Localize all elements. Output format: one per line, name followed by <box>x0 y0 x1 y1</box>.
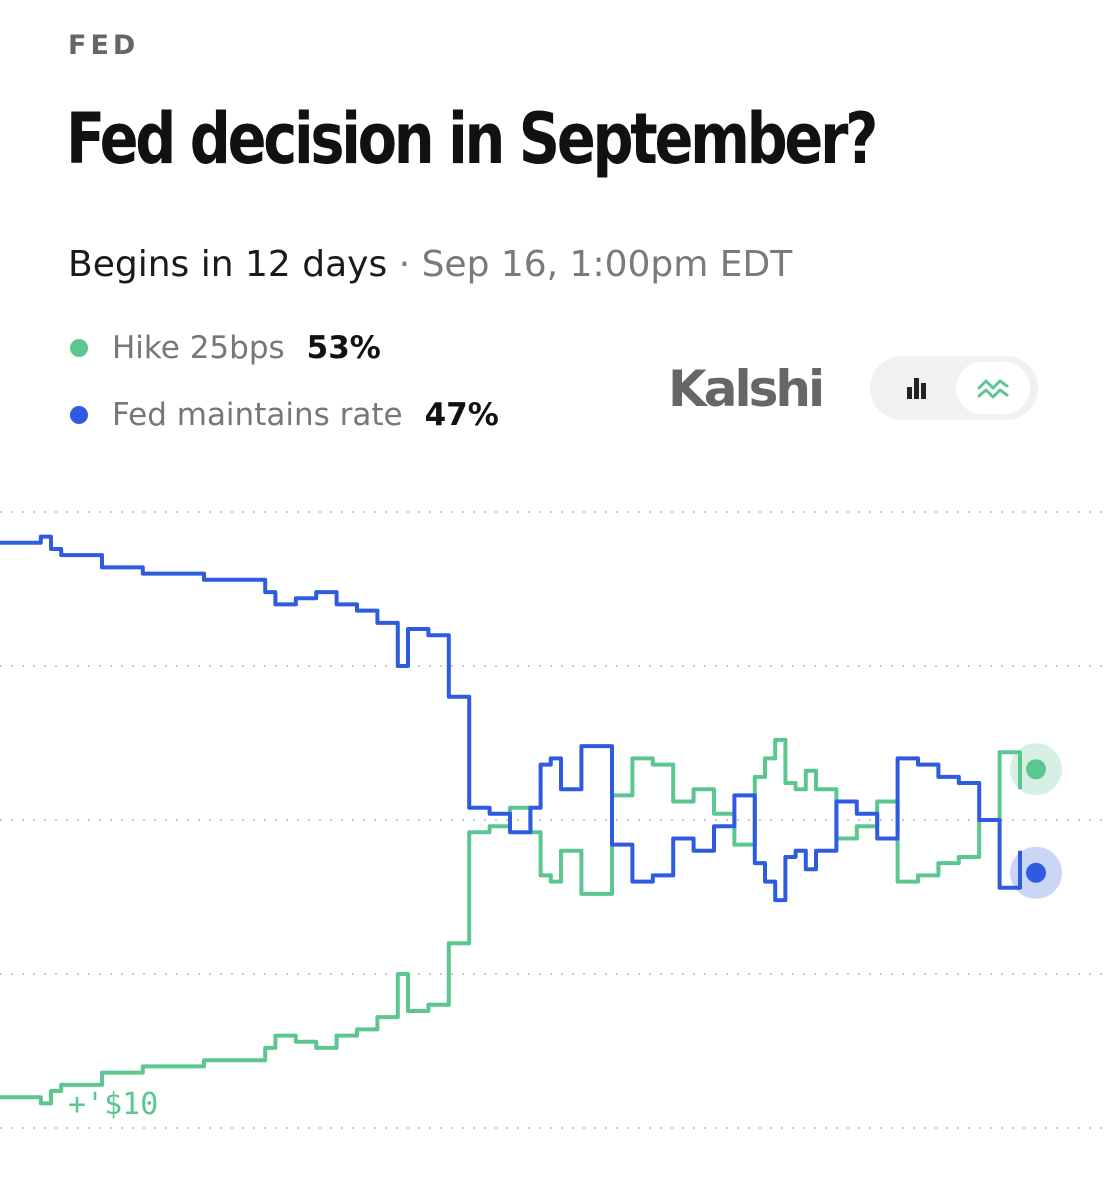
begins-countdown: Begins in 12 days <box>68 244 388 285</box>
line-chart-icon <box>977 379 1009 399</box>
series-line <box>0 737 1022 1106</box>
series-end-point <box>1026 862 1046 883</box>
chart-view-toggle[interactable] <box>870 356 1038 420</box>
series-end-point <box>1026 759 1046 780</box>
kalshi-logo: Kalshi <box>668 360 825 418</box>
bar-chart-icon <box>907 378 926 399</box>
probability-chart[interactable]: +'$10 <box>0 480 1107 1160</box>
chart-grid <box>0 511 1107 1129</box>
outcome-row-hike[interactable]: Hike 25bps 53% <box>70 328 381 368</box>
outcome-percent: 53% <box>306 330 381 366</box>
outcome-color-dot <box>70 339 88 357</box>
outcome-name: Hike 25bps <box>112 330 285 366</box>
outcome-name: Fed maintains rate <box>112 397 403 433</box>
outcome-percent: 47% <box>424 397 499 433</box>
event-date: Sep 16, 1:00pm EDT <box>421 244 793 285</box>
outcome-color-dot <box>70 406 88 424</box>
category-label: FED <box>68 30 140 61</box>
separator-dot: · <box>398 244 411 285</box>
schedule-line: Begins in 12 days · Sep 16, 1:00pm EDT <box>68 244 792 285</box>
bar-view-button[interactable] <box>878 362 952 414</box>
market-title: Fed decision in September? <box>66 98 878 180</box>
outcome-row-maintain[interactable]: Fed maintains rate 47% <box>70 395 499 435</box>
series-line <box>0 534 1022 903</box>
line-view-button[interactable] <box>956 362 1030 414</box>
chart-annotation: +'$10 <box>68 1087 158 1122</box>
